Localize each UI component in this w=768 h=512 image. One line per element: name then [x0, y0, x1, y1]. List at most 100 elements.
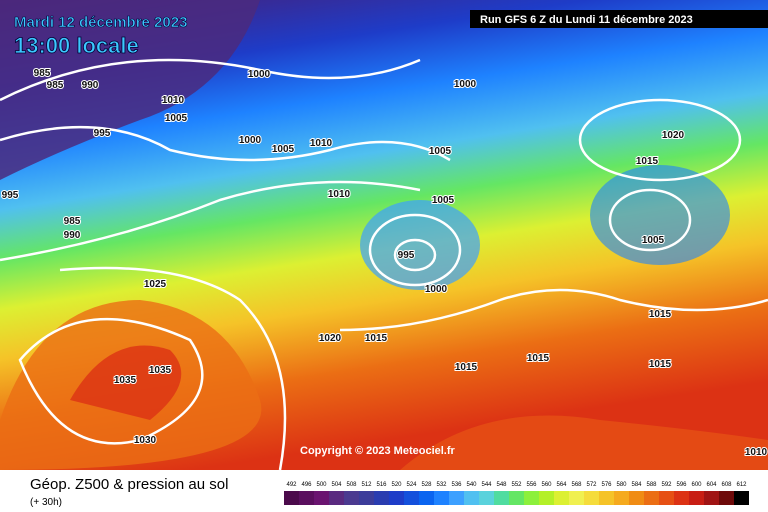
colorbar-label: 604 [706, 482, 717, 488]
isobar-label: 1015 [636, 156, 659, 167]
isobar-label: 1005 [272, 144, 295, 155]
colorbar-swatch [659, 491, 674, 505]
run-info: Run GFS 6 Z du Lundi 11 décembre 2023 [480, 14, 693, 26]
colorbar-label: 504 [331, 482, 342, 488]
colorbar-label: 540 [466, 482, 477, 488]
colorbar-swatch [674, 491, 689, 505]
isobar-label: 1035 [149, 365, 172, 376]
colorbar-label: 588 [646, 482, 657, 488]
colorbar-label: 492 [286, 482, 297, 488]
low-area [0, 0, 260, 180]
colorbar-swatch [569, 491, 584, 505]
isobar-label: 1005 [432, 195, 455, 206]
colorbar-swatch [734, 491, 749, 505]
colorbar-label: 524 [406, 482, 417, 488]
colorbar-swatch [479, 491, 494, 505]
isobar-label: 995 [94, 128, 111, 139]
isobar-label: 1010 [328, 189, 351, 200]
high-core [70, 345, 182, 420]
isobar-label: 995 [398, 250, 415, 261]
south-area [400, 415, 768, 470]
isobar-label: 1025 [144, 279, 167, 290]
isobar-label: 990 [82, 80, 99, 91]
east-low [590, 165, 730, 265]
isobar-label: 985 [34, 68, 51, 79]
isobar-label: 1035 [114, 375, 137, 386]
isobar-label: 995 [2, 190, 19, 201]
colorbar-swatch [494, 491, 509, 505]
colorbar-label: 552 [511, 482, 522, 488]
isobar-label: 1005 [429, 146, 452, 157]
colorbar-swatch [284, 491, 299, 505]
colorbar-label: 500 [316, 482, 327, 488]
colorbar-label: 528 [421, 482, 432, 488]
colorbar-label: 584 [631, 482, 642, 488]
footer-lead: (+ 30h) [30, 497, 62, 508]
colorbar-label: 568 [571, 482, 582, 488]
colorbar-label: 596 [676, 482, 687, 488]
colorbar-label: 508 [346, 482, 357, 488]
colorbar-swatch [689, 491, 704, 505]
colorbar-swatch [644, 491, 659, 505]
colorbar-swatch [404, 491, 419, 505]
isobar-label: 1015 [649, 359, 672, 370]
isobar-label: 1010 [162, 95, 185, 106]
colorbar-label: 592 [661, 482, 672, 488]
colorbar-swatch [599, 491, 614, 505]
isobar-label: 1015 [365, 333, 388, 344]
isobar-label: 1005 [642, 235, 665, 246]
colorbar-label: 548 [496, 482, 507, 488]
isobar-label: 1015 [649, 309, 672, 320]
colorbar-label: 544 [481, 482, 492, 488]
colorbar-swatch [554, 491, 569, 505]
colorbar-label: 536 [451, 482, 462, 488]
colorbar-label: 600 [691, 482, 702, 488]
colorbar-swatch [464, 491, 479, 505]
colorbar-swatch [539, 491, 554, 505]
isobar-label: 990 [64, 230, 81, 241]
isobar-label: 1030 [134, 435, 157, 446]
isobar-label: 1015 [455, 362, 478, 373]
colorbar-label: 496 [301, 482, 312, 488]
colorbar-swatch [434, 491, 449, 505]
isobar-label: 985 [47, 80, 64, 91]
isobars [0, 58, 768, 471]
colorbar-swatch [719, 491, 734, 505]
isobar-label: 1000 [239, 135, 262, 146]
isobar-label: 985 [64, 216, 81, 227]
colorbar-swatch [614, 491, 629, 505]
isobar-label: 1000 [425, 284, 448, 295]
colorbar-swatch [359, 491, 374, 505]
colorbar-swatch [344, 491, 359, 505]
isobar-label: 1005 [165, 113, 188, 124]
isobar-label: 1000 [454, 79, 477, 90]
footer-title: Géop. Z500 & pression au sol [30, 476, 228, 493]
colorbar-label: 564 [556, 482, 567, 488]
colorbar-swatch [419, 491, 434, 505]
colorbar-swatch [329, 491, 344, 505]
colorbar-label: 520 [391, 482, 402, 488]
isobar-label: 1020 [319, 333, 342, 344]
colorbar-swatch [299, 491, 314, 505]
colorbar-label: 516 [376, 482, 387, 488]
colorbar-label: 512 [361, 482, 372, 488]
colorbar-label: 580 [616, 482, 627, 488]
colorbar-label: 532 [436, 482, 447, 488]
time: 13:00 locale [14, 33, 139, 58]
colorbar-swatch [509, 491, 524, 505]
colorbar-swatch [704, 491, 719, 505]
colorbar-swatch [314, 491, 329, 505]
isobar-label: 1010 [745, 447, 768, 458]
run-box [470, 10, 768, 28]
colorbar-label: 556 [526, 482, 537, 488]
date: Mardi 12 décembre 2023 [14, 14, 187, 31]
colorbar-swatch [449, 491, 464, 505]
isobar-label: 1015 [527, 353, 550, 364]
uk-low [360, 200, 480, 290]
isobar-label: 1010 [310, 138, 333, 149]
colorbar-swatch [374, 491, 389, 505]
colorbar: 492 496 500 504 508 512 516 520 524 528 532 536 540 5… [284, 482, 749, 505]
